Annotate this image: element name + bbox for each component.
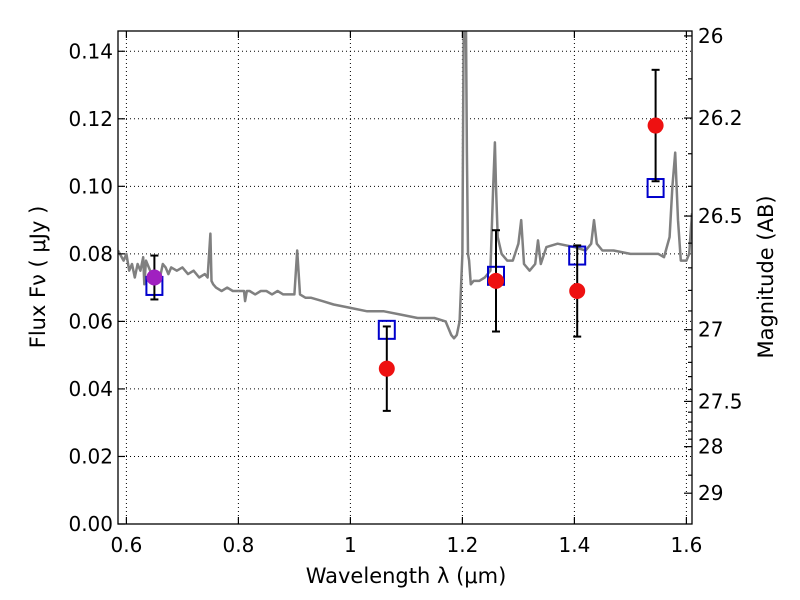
magnitude-tick-label: 27.5 xyxy=(698,389,743,413)
observed-point xyxy=(488,272,504,289)
observed-points xyxy=(146,68,664,412)
y-axis: 0.00 0.02 0.04 0.06 0.08 0.10 0.12 0.14 xyxy=(68,39,125,536)
magnitude-tick-label: 26 xyxy=(698,24,723,48)
magnitude-tick-label: 26.2 xyxy=(698,106,743,130)
observed-point xyxy=(146,269,163,286)
plot-frame xyxy=(117,30,693,525)
y-tick-label: 0.12 xyxy=(68,107,113,131)
x-tick-label: 1.4 xyxy=(558,533,590,557)
magnitude-tick-label: 28 xyxy=(698,435,723,459)
x-tick-label: 0.6 xyxy=(110,533,142,557)
y-axis-title: Flux Fν ( μJy ) xyxy=(26,206,50,349)
y-tick-label: 0.14 xyxy=(68,39,113,63)
x-tick-label: 1 xyxy=(344,533,357,557)
y-tick-label: 0.08 xyxy=(68,242,113,266)
observed-point xyxy=(647,117,664,134)
x-tick-label: 0.8 xyxy=(222,533,254,557)
magnitude-tick-label: 29 xyxy=(698,481,723,505)
y-tick-label: 0.04 xyxy=(68,377,113,401)
x-tick-label: 1.2 xyxy=(446,533,478,557)
x-axis-title: Wavelength λ (μm) xyxy=(306,564,507,588)
x-tick-label: 1.6 xyxy=(670,533,702,557)
magnitude-tick-label: 27 xyxy=(698,318,723,342)
x-axis: 0.6 0.8 1 1.2 1.4 1.6 xyxy=(110,31,702,557)
observed-point xyxy=(569,283,586,300)
y-tick-label: 0.00 xyxy=(68,512,113,536)
y-tick-label: 0.06 xyxy=(68,309,113,333)
observed-point xyxy=(378,360,395,377)
magnitude-axis-title: Magnitude (AB) xyxy=(754,195,778,358)
magnitude-axis: 26 26.2 26.5 27 27.5 28 29 xyxy=(684,24,743,505)
y-tick-label: 0.10 xyxy=(68,174,113,198)
magnitude-tick-label: 26.5 xyxy=(698,204,743,228)
y-tick-label: 0.02 xyxy=(68,444,113,468)
